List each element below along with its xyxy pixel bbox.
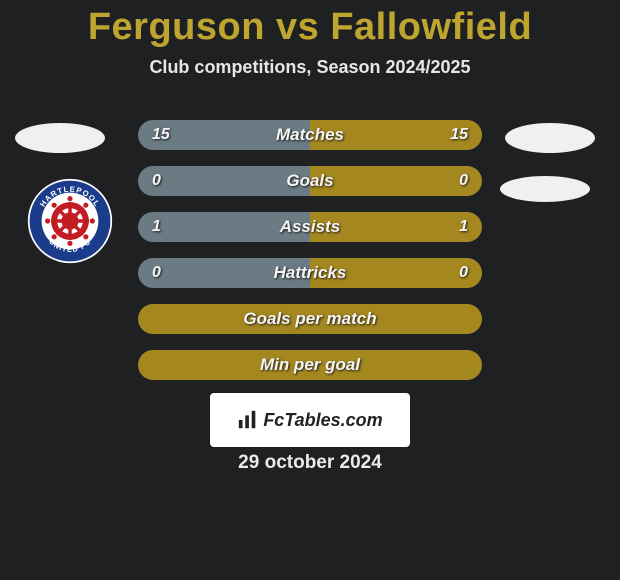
page-title: Ferguson vs Fallowfield — [0, 0, 620, 49]
avatar-right — [505, 123, 595, 153]
brand-chart-icon — [237, 409, 259, 431]
generated-date: 29 october 2024 — [0, 452, 620, 474]
stat-row-goals: 00Goals — [138, 166, 482, 196]
club-badge-right — [500, 176, 590, 202]
stat-label: Assists — [138, 212, 482, 242]
stat-label: Min per goal — [138, 350, 482, 380]
stats-bars: 1515Matches 00Goals 11Assists 00Hattricks Go… — [138, 120, 482, 396]
stat-row-goals-per-match: Goals per match — [138, 304, 482, 334]
subtitle: Club competitions, Season 2024/2025 — [0, 57, 620, 78]
stat-row-assists: 11Assists — [138, 212, 482, 242]
brand-badge[interactable]: FcTables.com — [210, 393, 410, 447]
brand-text: FcTables.com — [237, 409, 382, 431]
stat-label: Goals — [138, 166, 482, 196]
stat-label: Matches — [138, 120, 482, 150]
stat-row-hattricks: 00Hattricks — [138, 258, 482, 288]
stat-label: Goals per match — [138, 304, 482, 334]
avatar-left — [15, 123, 105, 153]
club-badge-left: HARTLEPOOL UNITED FC — [27, 178, 113, 264]
stat-row-min-per-goal: Min per goal — [138, 350, 482, 380]
comparison-card: Ferguson vs Fallowfield Club competition… — [0, 0, 620, 580]
stat-row-matches: 1515Matches — [138, 120, 482, 150]
stat-label: Hattricks — [138, 258, 482, 288]
